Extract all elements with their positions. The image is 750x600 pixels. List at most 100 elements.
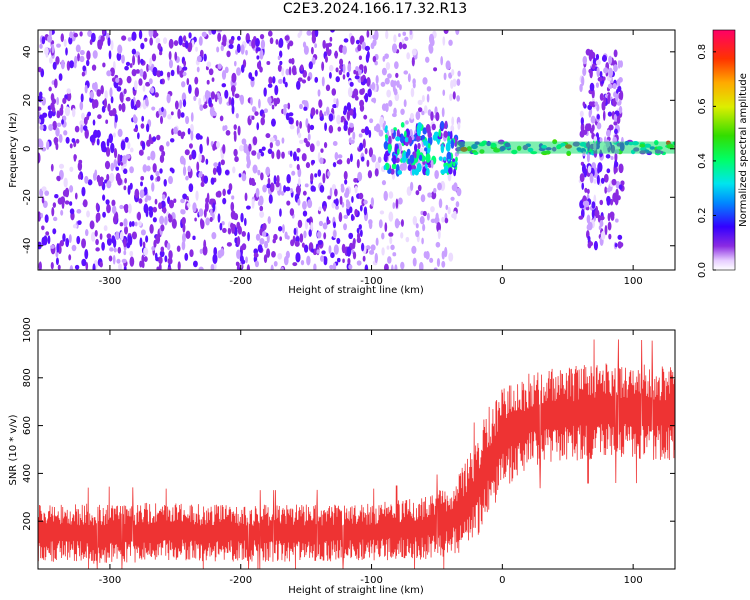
spectrogram-cell xyxy=(188,84,192,94)
spectrogram-cell xyxy=(610,155,614,161)
spectrogram-cell xyxy=(60,59,65,70)
spectrogram-cell xyxy=(426,93,430,103)
spectrogram-cell xyxy=(333,244,339,255)
spectrogram-cell xyxy=(216,166,220,173)
spectrogram-cell xyxy=(156,134,161,141)
spectrogram-cell xyxy=(332,161,337,168)
spectrogram-cell xyxy=(116,258,121,264)
spectrogram-cell xyxy=(233,148,238,157)
spectrogram-cell xyxy=(241,243,247,251)
spectrogram-cell xyxy=(73,61,77,69)
spectrogram-cell xyxy=(108,255,113,262)
spectrogram-cell xyxy=(188,183,194,193)
spectrogram-cell xyxy=(60,33,64,43)
spectrogram-cell xyxy=(267,148,273,155)
spectrogram-cell xyxy=(279,60,283,66)
spectrogram-cell xyxy=(224,66,229,74)
spectrogram-cell xyxy=(181,217,186,225)
spectrogram-cell xyxy=(133,128,138,133)
spectrogram-ytick-label: -40 xyxy=(22,238,33,254)
spectrogram-cell xyxy=(138,30,143,40)
spectrogram-cell xyxy=(241,259,246,265)
spectrogram-cell xyxy=(82,65,87,72)
spectrogram-cell xyxy=(56,243,60,253)
spectrogram-cell xyxy=(578,215,584,220)
spectrogram-cell xyxy=(405,236,410,243)
snr-chart: -300 -200 -100 0 100 200 400 600 800 1000 Height … xyxy=(8,317,676,596)
spectrogram-cell xyxy=(188,32,192,39)
spectrogram-cell xyxy=(332,221,337,229)
spectrogram-cell xyxy=(341,201,345,208)
spectrogram-cell xyxy=(269,141,273,149)
spectrogram-cell xyxy=(102,211,106,218)
spectrogram-cell xyxy=(614,152,618,163)
spectrogram-cell xyxy=(41,96,46,106)
spectrogram-cell xyxy=(212,111,217,116)
spectrogram-cell xyxy=(349,81,354,87)
spectrogram-cell xyxy=(42,124,47,132)
spectrogram-cell xyxy=(293,227,297,236)
colorbar-tick-label: 0.0 xyxy=(697,262,708,278)
spectrogram-cell xyxy=(94,230,98,237)
spectrogram-cell xyxy=(195,46,198,52)
spectrogram-cell xyxy=(425,56,430,63)
spectrogram-cell xyxy=(148,30,154,38)
spectrogram-cell xyxy=(53,216,58,222)
spectrogram-cell xyxy=(301,79,307,84)
spectrogram-cell xyxy=(38,106,42,111)
spectrogram-cell xyxy=(211,232,217,240)
spectrogram-cell xyxy=(250,76,255,82)
spectrogram-cell xyxy=(328,64,334,72)
spectrogram-cell xyxy=(50,244,55,249)
spectrogram-cell xyxy=(323,205,327,212)
spectrogram-cell xyxy=(325,84,331,92)
spectrogram-cell xyxy=(48,110,53,119)
spectrogram-cell xyxy=(65,237,70,248)
spectrogram-cell xyxy=(297,178,301,187)
spectrogram-cell xyxy=(322,172,326,184)
spectrogram-cell xyxy=(417,107,423,113)
spectrogram-cell xyxy=(597,166,600,174)
spectrogram-cell xyxy=(121,35,127,41)
spectrogram-cell xyxy=(365,53,370,63)
spectrogram-cell xyxy=(79,101,84,111)
spectrogram-cell xyxy=(41,186,47,192)
spectrogram-cell xyxy=(417,99,423,106)
spectrogram-cell xyxy=(358,55,363,61)
spectrogram-cell xyxy=(329,187,333,198)
spectrogram-cell xyxy=(129,221,132,228)
spectrogram-cell xyxy=(308,229,312,237)
spectrogram-cell xyxy=(296,164,300,171)
spectrogram-cell xyxy=(452,91,456,100)
spectrogram-cell xyxy=(86,59,90,67)
spectrogram-cell xyxy=(81,258,87,267)
spectrogram-cell xyxy=(56,122,62,128)
spectrogram-cell xyxy=(52,61,57,70)
spectrogram-cell xyxy=(271,251,276,258)
spectrogram-cell xyxy=(388,99,393,107)
spectrogram-cell xyxy=(87,111,92,117)
spectrogram-cell xyxy=(346,157,351,165)
spectrogram-cell xyxy=(237,35,241,41)
spectrogram-cell xyxy=(198,208,204,217)
spectrogram-cell xyxy=(589,173,594,184)
spectrogram-cell xyxy=(385,61,391,71)
spectrogram-cell xyxy=(296,80,301,90)
spectrogram-cell xyxy=(397,170,403,175)
spectrogram-cell xyxy=(618,92,622,100)
spectrogram-cell xyxy=(613,64,618,72)
spectrogram-cell xyxy=(89,220,95,230)
spectrogram-cell xyxy=(280,266,284,270)
spectrogram-cell xyxy=(117,128,123,138)
spectrogram-cell xyxy=(324,55,328,63)
spectrogram-cell xyxy=(96,89,102,97)
spectrogram-cell xyxy=(208,30,213,36)
spectrogram-cell xyxy=(595,59,601,66)
spectrogram-cell xyxy=(198,97,202,107)
spectrogram-cell xyxy=(166,71,171,78)
spectrogram-cell xyxy=(601,54,608,62)
spectrogram-cell xyxy=(148,133,152,144)
spectrogram-cell xyxy=(391,264,394,270)
spectrogram-cell xyxy=(375,75,379,84)
spectrogram-cell xyxy=(433,67,438,72)
